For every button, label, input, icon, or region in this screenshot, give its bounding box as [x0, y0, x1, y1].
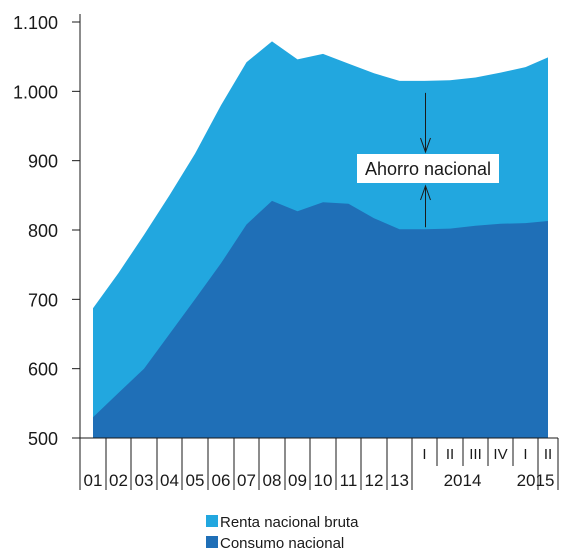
x-tick-label: 13 [390, 471, 409, 490]
x-tick-label: 01 [84, 471, 103, 490]
legend-label: Consumo nacional [220, 535, 344, 552]
legend: Renta nacional bruta Consumo nacional [206, 514, 359, 552]
x-axis-ticks: 01 02 03 04 05 06 07 08 09 10 11 12 13I II III IV I II201… [80, 438, 558, 490]
plot-areas [93, 41, 548, 438]
x-tick-label: 06 [212, 471, 231, 490]
legend-swatch [206, 515, 218, 527]
x-tick-label: 05 [186, 471, 205, 490]
x-tick-label: 08 [263, 471, 282, 490]
legend-label: Renta nacional bruta [220, 514, 359, 531]
x-tick-label: I [422, 446, 426, 463]
y-tick-label: 800 [28, 221, 58, 241]
x-tick-label: 10 [314, 471, 333, 490]
y-tick-label: 500 [28, 429, 58, 449]
x-tick-label: IV [493, 446, 507, 463]
x-tick-label: 11 [340, 471, 358, 490]
y-tick-label: 1.000 [13, 82, 58, 102]
legend-swatch [206, 536, 218, 548]
x-tick-label: II [446, 446, 454, 463]
y-axis-ticks: 1.100 1.000 900 800 700 600 500 [13, 13, 80, 449]
x-tick-label: 07 [237, 471, 256, 490]
x-tick-label: II [544, 446, 552, 463]
x-year-label-2015: 2015 [517, 471, 555, 490]
x-tick-label: 04 [160, 471, 179, 490]
y-tick-label: 1.100 [13, 13, 58, 33]
x-tick-label: 02 [109, 471, 128, 490]
x-year-label-2014: 2014 [444, 471, 482, 490]
y-tick-label: 900 [28, 152, 58, 172]
x-tick-label: 12 [365, 471, 384, 490]
x-tick-label: 09 [288, 471, 307, 490]
x-tick-label: III [469, 446, 482, 463]
y-tick-label: 600 [28, 360, 58, 380]
x-tick-label: 03 [135, 471, 154, 490]
x-tick-label: I [523, 446, 527, 463]
annotation-label: Ahorro nacional [365, 159, 491, 179]
y-tick-label: 700 [28, 290, 58, 310]
